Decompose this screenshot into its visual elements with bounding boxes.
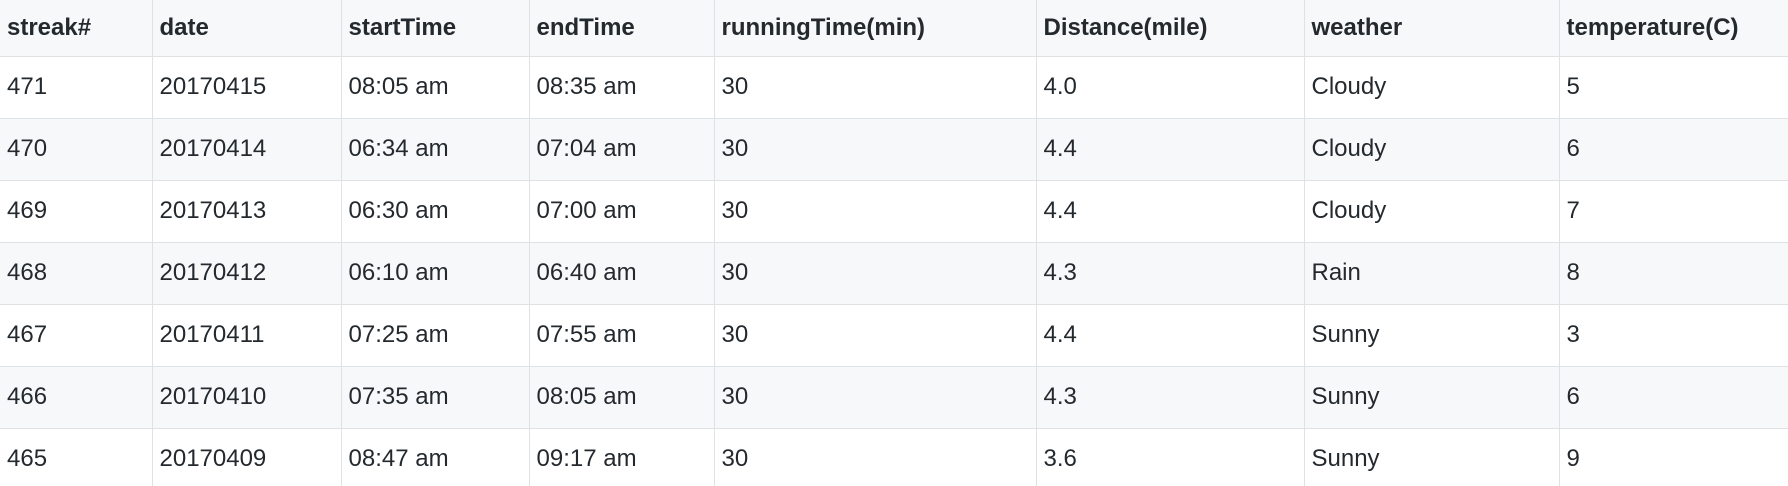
- cell-running-time: 30: [713, 179, 1037, 243]
- cell-distance: 3.6: [1035, 427, 1305, 486]
- cell-running-time: 30: [713, 55, 1037, 119]
- cell-date: 20170410: [151, 365, 342, 429]
- header-date: date: [151, 0, 342, 57]
- table-header-row: streak# date startTime endTime runningTi…: [0, 0, 1788, 57]
- table-row: 467 20170411 07:25 am 07:55 am 30 4.4 Su…: [0, 303, 1788, 367]
- cell-start-time: 08:05 am: [340, 55, 530, 119]
- table-row: 470 20170414 06:34 am 07:04 am 30 4.4 Cl…: [0, 117, 1788, 181]
- cell-streak: 465: [0, 427, 153, 486]
- cell-start-time: 08:47 am: [340, 427, 530, 486]
- cell-streak: 470: [0, 117, 153, 181]
- cell-start-time: 06:30 am: [340, 179, 530, 243]
- cell-end-time: 07:55 am: [528, 303, 715, 367]
- cell-start-time: 06:10 am: [340, 241, 530, 305]
- cell-streak: 467: [0, 303, 153, 367]
- cell-date: 20170411: [151, 303, 342, 367]
- cell-distance: 4.0: [1035, 55, 1305, 119]
- cell-weather: Sunny: [1303, 303, 1560, 367]
- header-temperature: temperature(C): [1558, 0, 1788, 57]
- cell-temperature: 9: [1558, 427, 1788, 486]
- table-row: 471 20170415 08:05 am 08:35 am 30 4.0 Cl…: [0, 55, 1788, 119]
- cell-distance: 4.4: [1035, 179, 1305, 243]
- table-row: 466 20170410 07:35 am 08:05 am 30 4.3 Su…: [0, 365, 1788, 429]
- header-streak: streak#: [0, 0, 153, 57]
- cell-running-time: 30: [713, 117, 1037, 181]
- cell-start-time: 07:25 am: [340, 303, 530, 367]
- cell-distance: 4.4: [1035, 303, 1305, 367]
- table-row: 468 20170412 06:10 am 06:40 am 30 4.3 Ra…: [0, 241, 1788, 305]
- cell-date: 20170412: [151, 241, 342, 305]
- cell-weather: Cloudy: [1303, 117, 1560, 181]
- cell-weather: Sunny: [1303, 427, 1560, 486]
- cell-end-time: 08:05 am: [528, 365, 715, 429]
- cell-temperature: 8: [1558, 241, 1788, 305]
- cell-temperature: 6: [1558, 365, 1788, 429]
- cell-date: 20170413: [151, 179, 342, 243]
- cell-date: 20170415: [151, 55, 342, 119]
- cell-temperature: 5: [1558, 55, 1788, 119]
- cell-distance: 4.3: [1035, 241, 1305, 305]
- cell-end-time: 06:40 am: [528, 241, 715, 305]
- cell-start-time: 06:34 am: [340, 117, 530, 181]
- header-weather: weather: [1303, 0, 1560, 57]
- cell-streak: 471: [0, 55, 153, 119]
- header-start-time: startTime: [340, 0, 530, 57]
- table-row: 469 20170413 06:30 am 07:00 am 30 4.4 Cl…: [0, 179, 1788, 243]
- header-running-time: runningTime(min): [713, 0, 1037, 57]
- table-row: 465 20170409 08:47 am 09:17 am 30 3.6 Su…: [0, 427, 1788, 486]
- cell-streak: 469: [0, 179, 153, 243]
- cell-running-time: 30: [713, 303, 1037, 367]
- cell-weather: Sunny: [1303, 365, 1560, 429]
- header-distance: Distance(mile): [1035, 0, 1305, 57]
- cell-end-time: 07:04 am: [528, 117, 715, 181]
- cell-distance: 4.3: [1035, 365, 1305, 429]
- cell-distance: 4.4: [1035, 117, 1305, 181]
- cell-running-time: 30: [713, 241, 1037, 305]
- cell-end-time: 07:00 am: [528, 179, 715, 243]
- cell-temperature: 6: [1558, 117, 1788, 181]
- cell-end-time: 08:35 am: [528, 55, 715, 119]
- header-end-time: endTime: [528, 0, 715, 57]
- cell-temperature: 7: [1558, 179, 1788, 243]
- cell-streak: 466: [0, 365, 153, 429]
- cell-weather: Cloudy: [1303, 55, 1560, 119]
- cell-weather: Rain: [1303, 241, 1560, 305]
- cell-running-time: 30: [713, 365, 1037, 429]
- cell-streak: 468: [0, 241, 153, 305]
- cell-end-time: 09:17 am: [528, 427, 715, 486]
- cell-date: 20170414: [151, 117, 342, 181]
- cell-start-time: 07:35 am: [340, 365, 530, 429]
- cell-temperature: 3: [1558, 303, 1788, 367]
- cell-weather: Cloudy: [1303, 179, 1560, 243]
- cell-running-time: 30: [713, 427, 1037, 486]
- cell-date: 20170409: [151, 427, 342, 486]
